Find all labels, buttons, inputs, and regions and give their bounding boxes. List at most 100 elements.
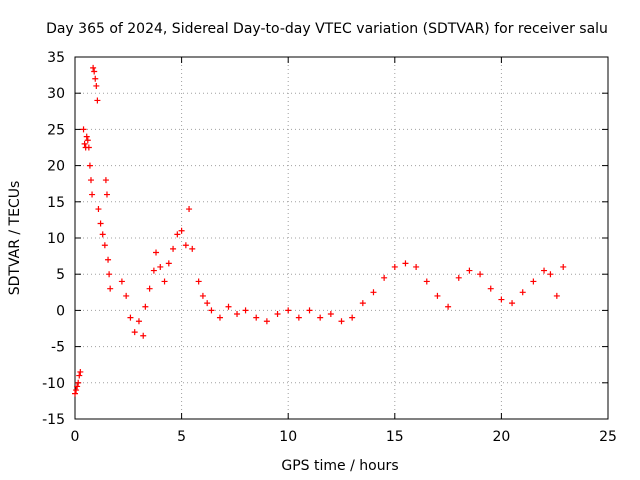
data-point bbox=[509, 300, 516, 307]
data-point bbox=[105, 256, 112, 263]
y-tick-label: 10 bbox=[47, 231, 65, 247]
data-point bbox=[81, 140, 88, 147]
y-tick-label: 20 bbox=[47, 159, 65, 175]
y-tick-label: 30 bbox=[47, 86, 65, 102]
data-point bbox=[182, 242, 189, 249]
data-point bbox=[86, 162, 93, 169]
data-point bbox=[72, 390, 78, 397]
data-point bbox=[157, 263, 164, 270]
data-point bbox=[94, 97, 101, 104]
data-point bbox=[142, 303, 149, 310]
y-tick-label: -15 bbox=[42, 412, 65, 428]
y-tick-label: 15 bbox=[47, 195, 65, 211]
data-point bbox=[85, 144, 92, 151]
x-tick-label: 20 bbox=[492, 429, 510, 445]
y-tick-label: 25 bbox=[47, 122, 65, 138]
data-point bbox=[434, 292, 441, 299]
data-point bbox=[103, 191, 110, 198]
data-point bbox=[84, 137, 91, 144]
data-point bbox=[199, 292, 206, 299]
data-points bbox=[72, 64, 567, 397]
data-point bbox=[174, 231, 181, 238]
data-point bbox=[77, 368, 84, 375]
data-point bbox=[216, 314, 223, 321]
data-point bbox=[153, 249, 160, 256]
data-point bbox=[146, 285, 153, 292]
data-point bbox=[99, 231, 106, 238]
data-point bbox=[90, 64, 97, 71]
data-point bbox=[75, 379, 82, 386]
x-tick-label: 25 bbox=[599, 429, 617, 445]
data-point bbox=[204, 300, 211, 307]
data-point bbox=[547, 271, 554, 278]
data-point bbox=[208, 307, 215, 314]
x-tick-label: 10 bbox=[279, 429, 297, 445]
data-point bbox=[530, 278, 537, 285]
data-point bbox=[317, 314, 324, 321]
data-point bbox=[150, 267, 157, 274]
data-point bbox=[131, 329, 138, 336]
data-point bbox=[195, 278, 202, 285]
data-point bbox=[423, 278, 430, 285]
x-tick-label: 0 bbox=[71, 429, 80, 445]
data-point bbox=[338, 318, 345, 325]
data-point bbox=[97, 220, 104, 227]
x-tick-label: 5 bbox=[177, 429, 186, 445]
y-axis-label: SDTVAR / TECUs bbox=[7, 181, 23, 296]
grid-lines bbox=[75, 57, 608, 419]
data-point bbox=[541, 267, 548, 274]
data-point bbox=[91, 68, 98, 75]
data-point bbox=[107, 285, 114, 292]
data-point bbox=[391, 263, 398, 270]
data-point bbox=[118, 278, 125, 285]
data-point bbox=[161, 278, 168, 285]
x-tick-label: 15 bbox=[386, 429, 404, 445]
data-point bbox=[92, 75, 99, 82]
data-point bbox=[178, 227, 185, 234]
data-point bbox=[466, 267, 473, 274]
data-point bbox=[127, 314, 134, 321]
data-point bbox=[402, 260, 409, 267]
data-point bbox=[455, 274, 462, 281]
chart-title: Day 365 of 2024, Sidereal Day-to-day VTE… bbox=[46, 21, 608, 37]
data-point bbox=[95, 206, 102, 213]
data-point bbox=[263, 318, 270, 325]
data-point bbox=[519, 289, 526, 296]
data-point bbox=[102, 177, 109, 184]
data-point bbox=[225, 303, 232, 310]
y-tick-label: 35 bbox=[47, 50, 65, 66]
data-point bbox=[306, 307, 313, 314]
data-point bbox=[349, 314, 356, 321]
data-point bbox=[560, 263, 567, 270]
data-point bbox=[487, 285, 494, 292]
data-point bbox=[413, 263, 420, 270]
data-point bbox=[498, 296, 505, 303]
data-point bbox=[89, 191, 96, 198]
data-point bbox=[242, 307, 249, 314]
data-point bbox=[445, 303, 452, 310]
data-point bbox=[83, 133, 90, 140]
data-point bbox=[553, 292, 560, 299]
data-point bbox=[327, 311, 334, 318]
data-point bbox=[295, 314, 302, 321]
data-point bbox=[140, 332, 147, 339]
axis-ticks: 0 5 10 15 20 25 35 30 25 20 15 10 5 0 -5 -10 -15 bbox=[42, 50, 617, 445]
data-point bbox=[87, 177, 94, 184]
data-point bbox=[123, 292, 130, 299]
data-point bbox=[274, 311, 281, 318]
y-tick-label: 5 bbox=[56, 267, 65, 283]
data-point bbox=[135, 318, 142, 325]
data-point bbox=[165, 260, 172, 267]
data-point bbox=[74, 383, 81, 390]
data-point bbox=[101, 242, 108, 249]
data-point bbox=[370, 289, 377, 296]
data-point bbox=[93, 82, 100, 89]
data-point bbox=[73, 387, 80, 394]
y-tick-label: -5 bbox=[51, 340, 65, 356]
data-point bbox=[106, 271, 113, 278]
data-point bbox=[170, 245, 177, 252]
data-point bbox=[285, 307, 292, 314]
y-tick-label: 0 bbox=[56, 303, 65, 319]
data-point bbox=[253, 314, 260, 321]
